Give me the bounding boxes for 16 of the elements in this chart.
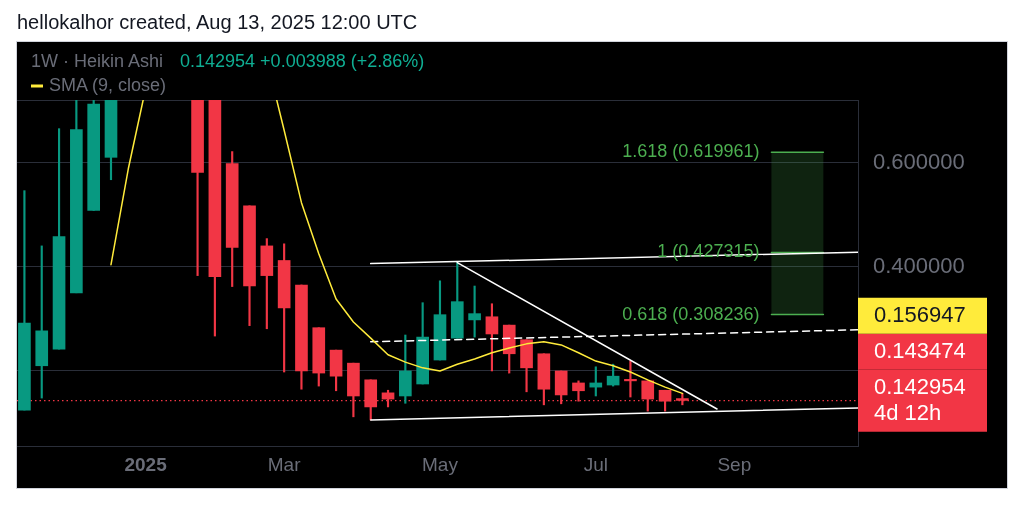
chart-subtitle: 0.142954 +0.003988 (+2.86%) <box>180 50 425 71</box>
y-tick-label: 0.600000 <box>873 148 965 174</box>
x-tick-label: Sep <box>717 453 752 475</box>
annotation: 1.618 (0.619961) <box>622 141 760 162</box>
legend-label: SMA (9, close) <box>49 74 167 95</box>
text: hellokalhor created, Aug 13, 2025 12:00 UTC <box>17 10 418 34</box>
x-tick-label: Jul <box>583 453 608 475</box>
text: 0.143474 <box>874 337 966 363</box>
y-tick-label: 0.400000 <box>873 252 965 278</box>
ref-line-label: 0.142954 4d 12h <box>874 373 966 425</box>
x-tick-label: Mar <box>267 453 302 475</box>
x-tick-label: May <box>422 453 459 475</box>
chart-title: 1W · Heikin Ashi <box>31 50 164 71</box>
x-tick-label: 2025 <box>124 453 168 475</box>
annotation: 0.618 (0.308236) <box>622 303 760 324</box>
text: 0.156947 <box>874 301 966 327</box>
